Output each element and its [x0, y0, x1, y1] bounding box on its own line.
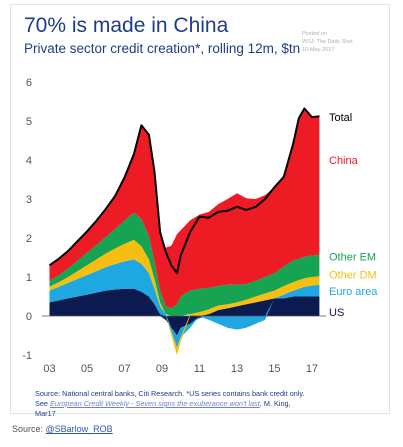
posted-stamp: Posted on WSJ: The Daily Shot 10-May-201… — [302, 30, 372, 54]
chart-subtitle: Private sector credit creation*, rolling… — [24, 41, 301, 56]
x-tick-label: 15 — [268, 363, 280, 375]
x-tick-label: 17 — [306, 363, 318, 375]
y-tick-label: 0 — [26, 311, 32, 323]
y-tick-label: 6 — [26, 77, 32, 89]
credit-prefix: Source: — [12, 424, 46, 434]
y-tick-label: 5 — [26, 116, 32, 128]
chart-source-note: Source: National central banks, Citi Res… — [35, 389, 380, 419]
image-credit: Source: @SBarlow_ROB — [12, 424, 113, 434]
legend: Total China Other EM Other DM Euro area US — [329, 112, 378, 319]
x-axis: 03 05 07 09 11 13 15 17 — [43, 363, 318, 375]
y-tick-label: 2 — [26, 233, 32, 245]
y-tick-label: 3 — [26, 194, 32, 206]
series-label-us: US — [329, 307, 344, 319]
stacked-areas — [49, 108, 320, 355]
y-axis: -1 0 1 2 3 4 5 6 — [22, 77, 32, 362]
source-line: Source: National central banks, Citi Res… — [35, 389, 305, 398]
y-tick-label: 4 — [26, 155, 32, 167]
x-tick-label: 03 — [43, 363, 55, 375]
posted-line: 10-May-2017 — [302, 47, 335, 53]
chart-card — [10, 4, 390, 414]
series-label-euro-area: Euro area — [329, 286, 378, 298]
series-label-other-em: Other EM — [329, 252, 376, 264]
chart-title: 70% is made in China — [24, 14, 229, 37]
source-see: See — [35, 399, 51, 408]
euro-area-area — [49, 259, 320, 348]
us-area — [49, 288, 320, 336]
china-area — [49, 108, 320, 309]
series-label-total: Total — [329, 112, 352, 124]
source-date: Mar17 — [35, 409, 56, 418]
x-tick-label: 09 — [156, 363, 168, 375]
y-tick-label: -1 — [22, 350, 32, 362]
other-dm-area — [49, 239, 320, 355]
x-tick-label: 11 — [194, 363, 205, 375]
y-tick-label: 1 — [26, 272, 32, 284]
posted-line: Posted on — [302, 31, 327, 37]
x-tick-label: 07 — [118, 363, 130, 375]
x-tick-label: 13 — [231, 363, 243, 375]
posted-line: WSJ: The Daily Shot — [302, 39, 353, 45]
source-see-line: See European Credit Weekly - Seven signs… — [35, 399, 380, 409]
series-label-other-dm: Other DM — [329, 269, 377, 281]
credit-handle-link[interactable]: @SBarlow_ROB — [45, 424, 113, 434]
other-em-area — [49, 212, 320, 316]
source-author: , M. King, — [259, 399, 291, 408]
report-link[interactable]: European Credit Weekly - Seven signs the… — [50, 399, 260, 408]
total-line — [48, 107, 320, 275]
x-tick-label: 05 — [81, 363, 93, 375]
series-label-china: China — [329, 155, 359, 167]
